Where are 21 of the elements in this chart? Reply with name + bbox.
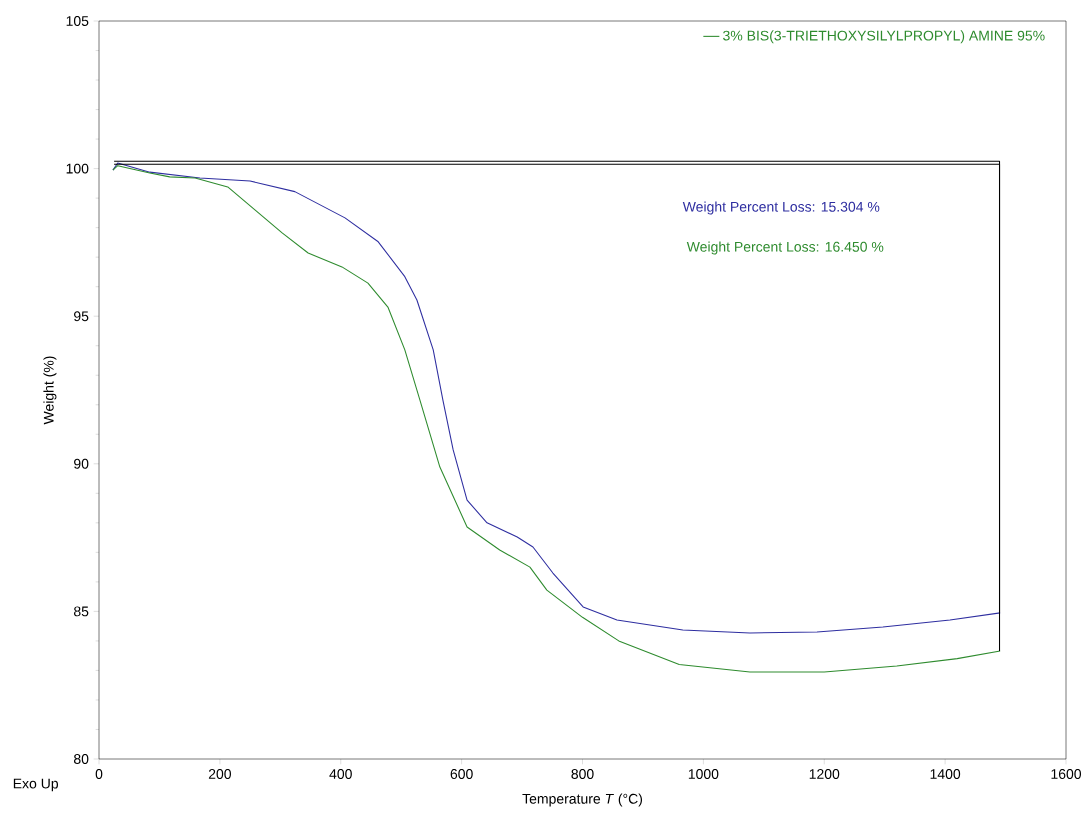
y-axis-title: Weight (%) bbox=[43, 356, 57, 425]
x-tick-label: 1600 bbox=[1051, 769, 1082, 779]
x-tick-label: 800 bbox=[571, 769, 594, 779]
x-tick-label: 1400 bbox=[930, 769, 961, 779]
text: Exo Up bbox=[13, 778, 59, 792]
x-tick-label: 0 bbox=[95, 769, 103, 779]
x-tick-label: 600 bbox=[450, 769, 473, 779]
y-tick-label: 90 bbox=[74, 458, 89, 469]
y-tick-label: 100 bbox=[66, 163, 89, 174]
x-tick-label: 1000 bbox=[688, 769, 719, 779]
x-tick-label: 400 bbox=[329, 769, 352, 779]
annotation: Weight Percent Loss: 16.450 % bbox=[686, 241, 884, 255]
y-tick-label: 105 bbox=[66, 16, 89, 26]
x-tick-label: 1200 bbox=[809, 769, 840, 779]
y-tick-label: 85 bbox=[73, 606, 89, 617]
y-tick-label: 80 bbox=[73, 754, 89, 764]
y-tick-label: 95 bbox=[74, 311, 89, 322]
legend-label: 3% BIS(3-TRIETHOXYSILYLPROPYL) AMINE 95% bbox=[723, 30, 1045, 44]
x-tick-label: 200 bbox=[208, 769, 231, 779]
annotation: Weight Percent Loss: 15.304 % bbox=[682, 201, 880, 215]
x-axis-title: Temperature T (°C) bbox=[522, 793, 643, 807]
